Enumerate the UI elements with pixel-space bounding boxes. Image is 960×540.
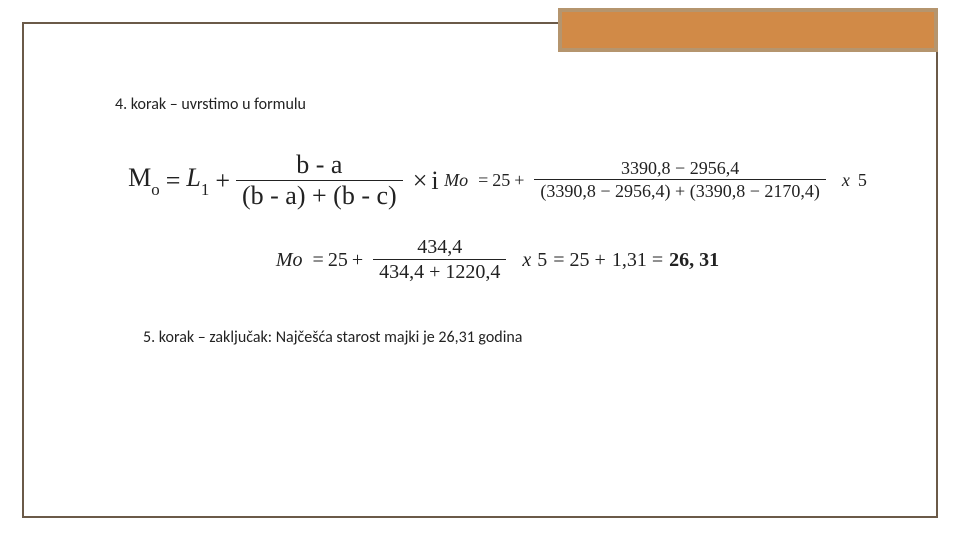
formula-sub-fraction: 3390,8 − 2956,4 (3390,8 − 2956,4) + (339… (534, 159, 825, 200)
times-sym-2: x (842, 171, 850, 189)
formula-res-lhs: Mo (276, 250, 303, 270)
formula-res-fraction: 434,4 434,4 + 1220,4 (373, 237, 506, 282)
corner-decoration (558, 8, 938, 52)
formula-substituted: Mo = 25 + 3390,8 − 2956,4 (3390,8 − 2956… (444, 159, 867, 200)
i-value: 5 (858, 171, 867, 189)
step5-label: 5. korak – zaključak: Najčešća starost m… (143, 328, 880, 347)
slide-content: 4. korak – uvrstimo u formulu Mo = L1 + … (115, 95, 880, 347)
sym-i: i (431, 168, 438, 194)
fraction-res-den: 434,4 + 1220,4 (373, 259, 506, 282)
formulas: Mo = L1 + b - a (b - a) + (b - c) × i Mo… (115, 142, 880, 300)
step4-label: 4. korak – uvrstimo u formulu (115, 95, 880, 114)
formula-sub-lhs: Mo (444, 171, 468, 189)
formula-general-L: L1 (186, 165, 209, 196)
sym-L: L (186, 163, 200, 192)
sub-1: 1 (201, 180, 209, 199)
slide: 4. korak – uvrstimo u formulu Mo = L1 + … (0, 0, 960, 540)
formula-general-fraction: b - a (b - a) + (b - c) (236, 152, 403, 209)
L-value-3: 25 (328, 250, 348, 270)
plus-sign-3: + (352, 250, 363, 270)
formula-general: Mo = L1 + b - a (b - a) + (b - c) × i (128, 152, 438, 209)
times-sign: × (413, 168, 428, 194)
fraction-numerator: b - a (290, 152, 348, 180)
i-value-3: 5 (537, 250, 547, 270)
mid-eq-1: = 25 + (553, 250, 606, 270)
plus-sign: + (215, 168, 230, 194)
fraction-sub-num: 3390,8 − 2956,4 (615, 159, 745, 179)
formula-result: Mo = 25 + 434,4 434,4 + 1220,4 x 5 = 25 … (276, 237, 719, 282)
fraction-denominator: (b - a) + (b - c) (236, 180, 403, 209)
eq-sign-3: = (313, 250, 324, 270)
sym-M: M (128, 163, 151, 192)
sub-o: o (151, 180, 159, 199)
L-value: 25 (492, 171, 510, 189)
plus-sign-2: + (514, 171, 524, 189)
eq-sign: = (166, 168, 181, 194)
formula-general-lhs: Mo (128, 165, 160, 196)
final-result: 26, 31 (669, 250, 719, 270)
mid-eq-2: 1,31 = (612, 250, 663, 270)
fraction-sub-den: (3390,8 − 2956,4) + (3390,8 − 2170,4) (534, 179, 825, 200)
fraction-res-num: 434,4 (411, 237, 468, 259)
times-sym-3: x (522, 250, 531, 270)
eq-sign-2: = (478, 171, 488, 189)
